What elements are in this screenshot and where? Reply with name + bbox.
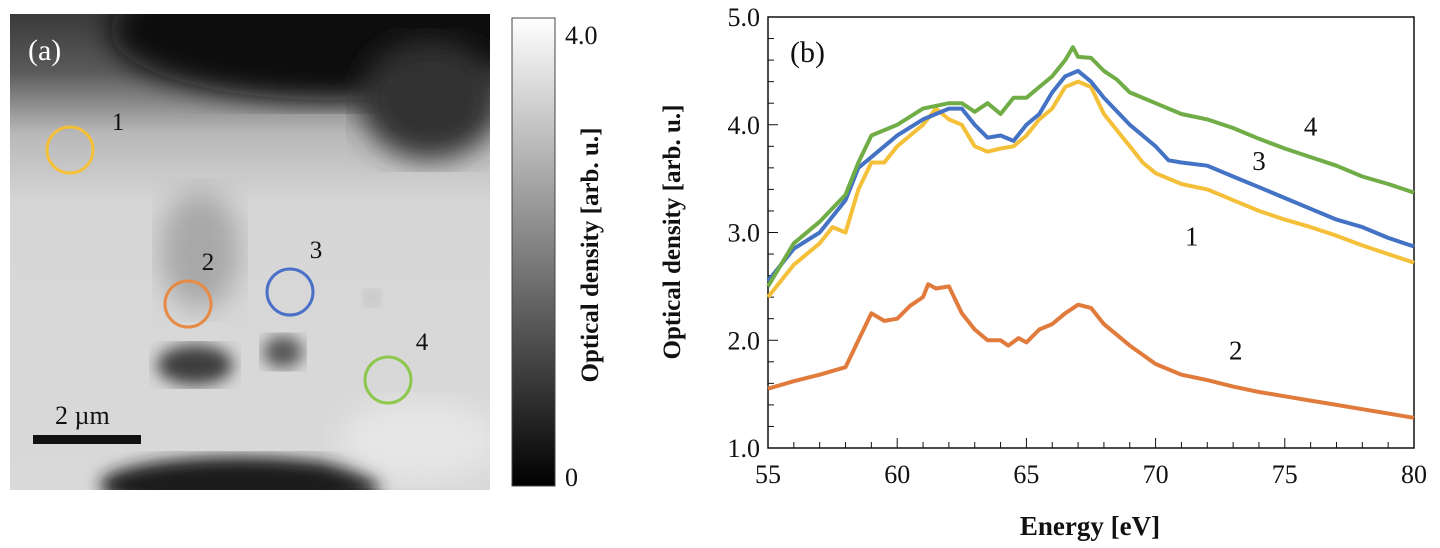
colorbar bbox=[511, 17, 556, 487]
x-tick-label: 55 bbox=[755, 460, 781, 489]
y-tick-label: 4.0 bbox=[728, 111, 761, 140]
colorbar-min-label: 0 bbox=[565, 463, 578, 492]
x-tick-label: 75 bbox=[1272, 460, 1298, 489]
y-tick-label: 3.0 bbox=[728, 219, 761, 248]
x-tick-label: 80 bbox=[1401, 460, 1427, 489]
x-tick-label: 70 bbox=[1143, 460, 1169, 489]
panel-b-label: (b) bbox=[790, 36, 825, 69]
region-circle-4 bbox=[363, 355, 413, 405]
region-circle-2 bbox=[163, 279, 213, 329]
colorbar-max-label: 4.0 bbox=[565, 21, 598, 50]
region-circle-3 bbox=[265, 267, 315, 317]
series-label-1: 1 bbox=[1185, 221, 1199, 251]
colorbar-title: Optical density [arb. u.] bbox=[577, 128, 604, 383]
panel-a-label: (a) bbox=[28, 34, 61, 67]
x-tick-label: 60 bbox=[884, 460, 910, 489]
series-label-3: 3 bbox=[1252, 146, 1266, 176]
optical-density-map bbox=[10, 14, 490, 490]
series-line-1 bbox=[766, 79, 1415, 299]
region-label-3: 3 bbox=[310, 237, 323, 264]
x-tick-label: 65 bbox=[1013, 460, 1039, 489]
y-axis-label: Optical density [arb. u.] bbox=[659, 105, 686, 360]
region-label-2: 2 bbox=[202, 249, 215, 276]
series-label-4: 4 bbox=[1304, 112, 1318, 142]
region-label-4: 4 bbox=[416, 329, 429, 356]
series-label-2: 2 bbox=[1229, 336, 1243, 366]
scale-bar bbox=[33, 435, 141, 444]
series-line-3 bbox=[766, 68, 1415, 283]
region-label-1: 1 bbox=[112, 109, 125, 136]
scale-bar-label: 2 µm bbox=[55, 401, 110, 430]
y-tick-label: 1.0 bbox=[728, 434, 761, 463]
x-axis-label: Energy [eV] bbox=[1020, 511, 1160, 541]
region-circle-1 bbox=[45, 125, 95, 175]
y-tick-label: 5.0 bbox=[728, 3, 761, 32]
spectra-chart: 55 60 65 70 75 80 1.0 2.0 3.0 4.0 5.0 1 2 3 4 bbox=[728, 3, 1428, 489]
series-line-4 bbox=[766, 45, 1415, 288]
series-line-2 bbox=[767, 282, 1415, 420]
y-tick-label: 2.0 bbox=[728, 326, 761, 355]
